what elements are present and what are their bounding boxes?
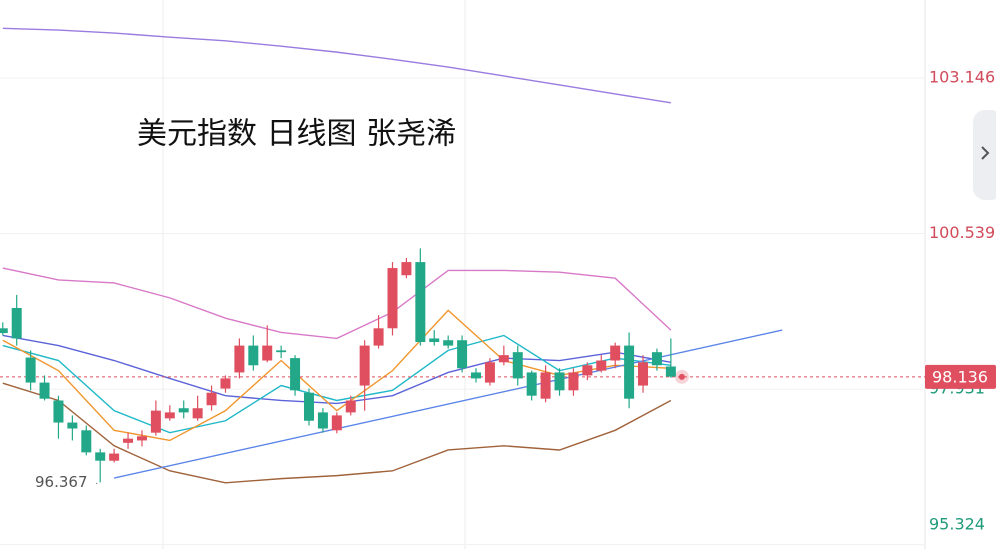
candle-body [150,410,161,433]
candle-body [290,358,301,391]
candle-body [345,400,356,413]
candle-body [526,372,537,396]
candle-body [568,372,579,391]
indicator-line [2,382,672,484]
candle-body [123,438,134,443]
candle-body [638,362,649,386]
candle-body [276,350,287,353]
candle-body [665,366,676,377]
candle-body [540,372,551,399]
candle-body [234,345,245,373]
candle-body [178,408,189,413]
candle-body [11,308,22,339]
side-button[interactable] [973,110,996,200]
candle-body [53,400,64,423]
indicator-line [2,334,671,405]
candle-body [359,345,370,386]
candle-body [164,412,175,419]
side-button-bg[interactable] [973,110,996,200]
candle-body [596,360,607,371]
candle-body [109,453,120,461]
indicator-line [2,27,671,104]
candle-body [512,352,523,379]
candle-body [192,408,203,419]
y-tick-label: 95.324 [929,515,985,534]
candle-body [624,345,635,399]
candle-body [303,392,314,421]
candle-body [373,328,384,346]
candle-body [457,340,468,369]
candle-body [429,338,440,343]
last-price-label: 98.136 [932,367,988,386]
last-price-box [925,364,996,389]
candle-body [387,268,398,329]
candle-body [220,378,231,389]
last-price-dot [678,373,685,380]
candle-body [248,345,259,366]
chart-title: 美元指数 日线图 张尧浠 [137,117,456,152]
candle-body [25,357,36,383]
y-tick-label: 100.539 [929,223,995,242]
candle-body [651,352,662,366]
candle-body [443,340,454,346]
candle-body [331,415,342,431]
indicator-line [2,267,672,340]
low-label: 96.367 [35,473,88,491]
candle-body [415,262,426,343]
candle-body [67,422,78,429]
candle-body [554,372,565,391]
candle-body [0,328,8,334]
y-tick-label: 103.146 [929,68,995,87]
candle-body [81,430,92,453]
candle-body [39,382,50,399]
candle-body [498,355,509,363]
candle-body [401,262,412,276]
candle-body [317,412,328,429]
candle-body [582,365,593,376]
candle-body [95,452,106,461]
candle-body [484,362,495,383]
candle-body [471,372,482,379]
candle-body [262,345,273,361]
arrow-icon [981,146,990,160]
candle-body [136,436,147,441]
candle-body [610,345,621,361]
candle-body [206,392,217,406]
